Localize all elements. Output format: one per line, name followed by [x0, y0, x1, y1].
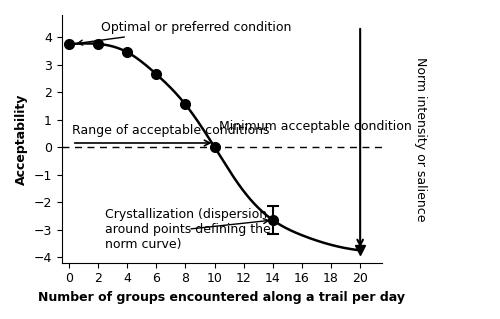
Text: Norm intensity or salience: Norm intensity or salience [414, 56, 427, 221]
X-axis label: Number of groups encountered along a trail per day: Number of groups encountered along a tra… [38, 291, 406, 304]
Y-axis label: Acceptability: Acceptability [15, 93, 28, 185]
Text: Minimum acceptable condition: Minimum acceptable condition [219, 120, 412, 133]
Text: Range of acceptable conditions: Range of acceptable conditions [72, 124, 270, 137]
Text: Crystallization (dispersion
around points defining the
norm curve): Crystallization (dispersion around point… [106, 208, 271, 251]
Text: Optimal or preferred condition: Optimal or preferred condition [78, 21, 292, 45]
